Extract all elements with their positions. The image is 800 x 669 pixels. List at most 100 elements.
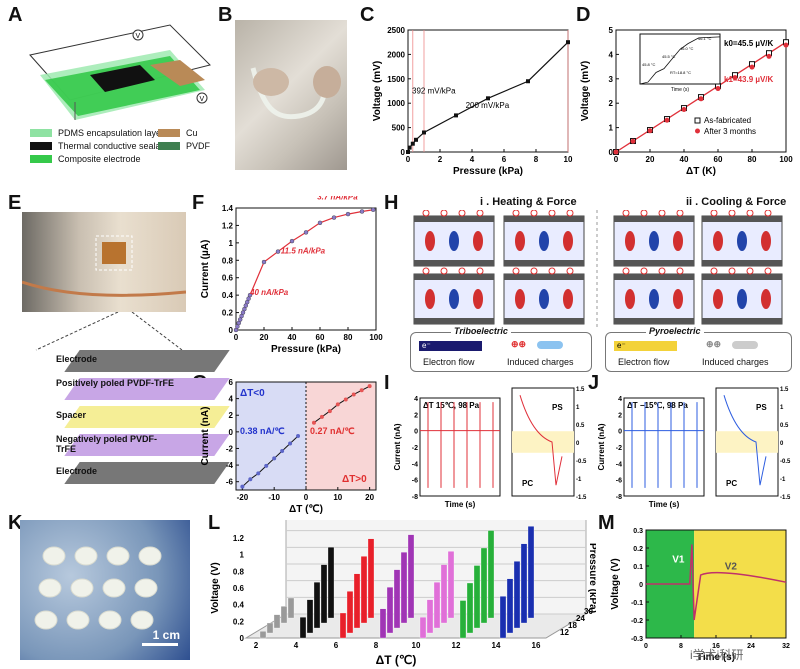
y-tick-label: 0.4: [222, 291, 234, 300]
y-axis-label: Voltage (V): [210, 562, 221, 613]
induced-charge: [658, 210, 666, 217]
dipole: [625, 231, 635, 251]
induced-charge: [548, 210, 556, 217]
zoom-tick-label: 0: [576, 441, 580, 447]
data-point: [317, 220, 323, 226]
chart-i-current-heating: -8 -6 -4 -2 0 2 4 ΔT 15℃, 98 Pa Time (s) Current …: [393, 387, 587, 509]
dipole: [737, 289, 747, 309]
dipole: [761, 289, 771, 309]
y-tick-label: 0: [229, 428, 234, 437]
cell-electrode-bottom: [414, 260, 494, 266]
induced-charge: [746, 210, 754, 217]
plot-frame: [623, 397, 705, 497]
pyroelectric-legend-title: Pyroelectric: [646, 326, 704, 336]
negative-charge-icon: [537, 341, 563, 349]
dipole: [539, 289, 549, 309]
sensor-pixel: [34, 610, 58, 630]
y-tick-label: 0.4: [233, 601, 245, 610]
legend-label-cu: Cu: [186, 128, 198, 138]
bar: [459, 600, 467, 639]
stack-label-neg: Negatively poled PVDF-TrFE: [56, 434, 158, 454]
induced-charge: [764, 267, 772, 275]
point-after-3-months: [681, 107, 687, 113]
layer-stack-diagram: Electrode Positively poled PVDF-TrFE Spa…: [50, 350, 230, 500]
pc-label: PC: [522, 479, 533, 488]
y-tick-label: 1.4: [222, 204, 234, 213]
y-tick-label: 1500: [387, 75, 405, 84]
y-tick-label: 1000: [387, 99, 405, 108]
point-after-3-months: [783, 42, 789, 48]
panel-letter-i: I: [384, 372, 390, 394]
y-tick-label: 0.8: [222, 256, 234, 265]
v1-label: V1: [672, 554, 685, 565]
zoom-tick-label: 1: [576, 405, 580, 411]
induced-charge: [476, 267, 484, 275]
dipole: [539, 231, 549, 251]
induced-charge: [422, 267, 430, 275]
bar: [353, 573, 361, 629]
data-point: [422, 130, 426, 135]
cu-wire-shape: [22, 280, 186, 297]
y-tick-label: -2: [616, 445, 622, 452]
induced-charge: [710, 210, 718, 217]
x-tick-label: 10: [564, 155, 573, 164]
x-axis-label: Time (s): [649, 500, 680, 509]
bar: [513, 561, 521, 629]
induced-charge: [676, 210, 684, 217]
data-point: [288, 441, 293, 446]
y-axis-label: Current (µA): [200, 240, 211, 299]
bar: [273, 614, 281, 629]
data-point: [289, 238, 295, 244]
y-tick-label: -4: [616, 461, 622, 468]
bar: [506, 578, 514, 634]
bar: [473, 565, 481, 629]
dipole: [449, 231, 459, 251]
stack-label-pos: Positively poled PVDF-TrFE: [56, 378, 175, 388]
bar: [393, 569, 401, 629]
y-tick-label: 500: [392, 124, 406, 133]
zoom-tick-label: -0.5: [780, 459, 791, 465]
data-point: [370, 207, 376, 212]
cell-electrode-top: [414, 274, 494, 280]
data-point: [256, 471, 261, 476]
chart-l-3d-bar: 00.20.40.60.811.22 4 6 8 10 12 14 1612182430ΔT …: [210, 520, 596, 667]
region-label-negative: ΔT<0: [240, 388, 265, 399]
data-point: [319, 414, 324, 419]
bar: [266, 622, 274, 634]
x-tick-label: -20: [237, 493, 249, 502]
induced-charge: [658, 267, 666, 275]
y-tick-label: 0: [401, 148, 406, 157]
induced-charge: [530, 210, 538, 217]
y-tick-label: 2000: [387, 50, 405, 59]
bar: [447, 551, 455, 619]
mechanism-title-heating: i . Heating & Force: [480, 196, 577, 208]
panel-letter-a: A: [8, 4, 23, 26]
k0-label: k0=45.5 µV/K: [724, 39, 774, 48]
zoom-tick-label: 0.5: [576, 423, 585, 429]
cell-electrode-top: [614, 274, 694, 280]
dipole: [425, 231, 435, 251]
bar: [426, 599, 434, 634]
dipole: [761, 231, 771, 251]
x-tick-label: 40: [288, 333, 297, 342]
annotation-392: 392 mV/kPa: [412, 86, 456, 95]
x-tick-label: 24: [747, 643, 755, 650]
y-tick-label: 4: [618, 396, 622, 403]
bar: [280, 606, 288, 624]
inset-frame: [639, 33, 721, 85]
k1-label: k1=43.9 µV/K: [724, 75, 774, 84]
induced-charge: [530, 267, 538, 275]
data-point: [486, 96, 490, 101]
y-tick-label: 2: [414, 412, 418, 419]
induced-charge: [622, 210, 630, 217]
data-point: [275, 249, 281, 254]
induced-charge: [710, 267, 718, 275]
flexible-device-photo: [235, 20, 347, 170]
x-tick-label: 0: [234, 333, 239, 342]
stack-label-spacer: Spacer: [56, 410, 87, 420]
y-tick-label: 2: [618, 412, 622, 419]
panel-letter-h: H: [384, 192, 399, 214]
x-tick-label: 4: [294, 641, 299, 650]
data-point: [345, 211, 351, 217]
sensor-pixel: [102, 578, 126, 598]
